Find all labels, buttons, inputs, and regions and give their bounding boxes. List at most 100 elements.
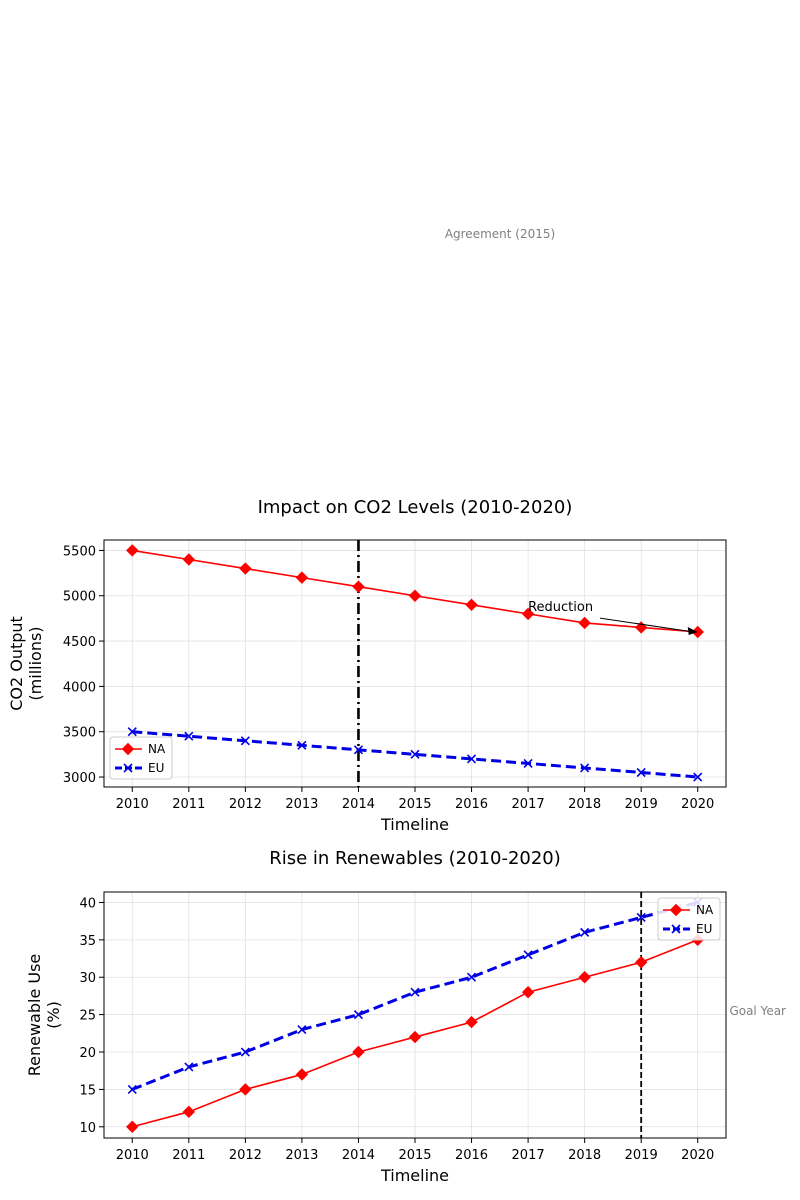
annotation-arrowhead <box>687 627 698 636</box>
plot-frame <box>103 539 727 788</box>
x-tick-label: 2014 <box>342 797 375 812</box>
goal-year-note: Goal Year <box>729 1004 786 1018</box>
y-tick-label: 25 <box>79 1009 96 1024</box>
x-tick-label: 2013 <box>285 797 318 812</box>
legend-marker <box>121 742 135 756</box>
data-point-eu <box>184 731 194 741</box>
x-tick-label: 2015 <box>398 797 431 812</box>
x-tick-label: 2010 <box>116 797 149 812</box>
y-tick-label: 30 <box>79 971 96 986</box>
agreement-note: Agreement (2015) <box>445 227 555 241</box>
data-point-na <box>521 607 535 621</box>
data-point-na <box>634 956 648 969</box>
x-tick-label: 2017 <box>512 1148 545 1163</box>
data-point-na <box>578 971 591 984</box>
x-tick-label: 2020 <box>681 797 714 812</box>
data-point-eu <box>353 745 364 755</box>
annotation-text: Reduction <box>528 600 593 615</box>
data-point-na <box>182 553 196 566</box>
data-point-na <box>239 562 252 575</box>
legend-label-eu: EU <box>148 761 164 775</box>
y-tick-label: 3000 <box>63 771 96 786</box>
x-tick-label: 2014 <box>342 1148 375 1163</box>
y-tick-label: 40 <box>79 896 96 911</box>
data-point-na <box>408 1030 422 1044</box>
data-point-eu <box>297 740 307 750</box>
y-axis-label-line: Renewable Use <box>25 954 44 1077</box>
y-tick-label: 35 <box>79 934 96 949</box>
x-axis-label: Timeline <box>380 1166 449 1185</box>
data-point-eu <box>693 772 703 782</box>
data-point-na <box>182 1105 196 1119</box>
x-tick-label: 2010 <box>116 1148 149 1163</box>
data-point-na <box>239 1083 252 1096</box>
y-tick-label: 3500 <box>63 726 96 741</box>
legend-marker <box>123 763 133 773</box>
data-point-eu <box>466 972 477 982</box>
x-tick-label: 2013 <box>285 1148 318 1163</box>
legend-label-na: NA <box>148 742 166 756</box>
x-tick-label: 2018 <box>568 797 601 812</box>
data-point-eu <box>410 749 420 759</box>
data-point-eu <box>580 927 590 937</box>
data-point-eu <box>297 1025 307 1035</box>
data-point-na <box>126 544 139 557</box>
y-axis-label: Renewable Use(%) <box>25 954 63 1077</box>
x-tick-label: 2011 <box>172 797 205 812</box>
data-point-eu <box>523 950 533 960</box>
data-point-na <box>521 985 535 999</box>
data-point-eu <box>523 758 533 768</box>
data-point-eu <box>636 912 646 922</box>
data-point-na <box>352 1045 365 1059</box>
x-tick-label: 2018 <box>568 1148 601 1163</box>
y-axis-label-line: (millions) <box>26 626 45 700</box>
legend-marker <box>669 903 683 917</box>
y-tick-label: 5500 <box>63 544 96 559</box>
legend-label-eu: EU <box>696 922 712 936</box>
x-tick-label: 2016 <box>455 797 488 812</box>
y-axis-label-line: (%) <box>44 1001 63 1029</box>
x-tick-label: 2017 <box>512 797 545 812</box>
y-tick-label: 4000 <box>63 680 96 695</box>
data-point-eu <box>240 736 250 746</box>
y-tick-label: 20 <box>79 1046 96 1061</box>
data-point-eu <box>353 1010 364 1020</box>
x-tick-label: 2019 <box>625 1148 658 1163</box>
series-line-eu <box>132 730 698 779</box>
x-tick-label: 2011 <box>172 1148 205 1163</box>
data-point-na <box>352 580 365 593</box>
legend-label-na: NA <box>696 903 714 917</box>
x-tick-label: 2015 <box>398 1148 431 1163</box>
data-point-eu <box>410 987 420 997</box>
y-tick-label: 4500 <box>63 635 96 650</box>
y-axis-label: CO2 Output(millions) <box>7 616 45 711</box>
data-point-na <box>295 1068 309 1081</box>
data-point-eu <box>127 1084 137 1094</box>
data-point-na <box>465 598 478 612</box>
chart-title: Rise in Renewables (2010-2020) <box>269 848 561 869</box>
data-point-na <box>295 571 309 584</box>
plot-frame <box>103 891 727 1139</box>
annotation-arrow <box>600 617 694 633</box>
x-tick-label: 2020 <box>681 1148 714 1163</box>
legend-marker <box>671 924 681 934</box>
data-point-eu <box>127 727 137 737</box>
data-point-eu <box>184 1062 194 1072</box>
y-tick-label: 10 <box>79 1121 96 1136</box>
data-point-eu <box>580 763 590 773</box>
x-tick-label: 2012 <box>229 1148 262 1163</box>
x-tick-label: 2019 <box>625 797 658 812</box>
data-point-na <box>408 589 422 602</box>
data-point-na <box>465 1015 478 1029</box>
data-point-na <box>126 1120 139 1133</box>
x-axis-label: Timeline <box>380 815 449 834</box>
chart-title: Impact on CO2 Levels (2010-2020) <box>258 497 573 518</box>
chart-1: 2010 2011 2012 2013 2014 2015 2016 2017 2018 2019… <box>7 497 727 834</box>
x-tick-label: 2016 <box>455 1148 488 1163</box>
data-point-eu <box>636 767 646 778</box>
data-point-eu <box>240 1047 250 1057</box>
y-tick-label: 15 <box>79 1083 96 1098</box>
chart-2: 2010 2011 2012 2013 2014 2015 2016 2017 2018 2019… <box>25 848 786 1185</box>
x-tick-label: 2012 <box>229 797 262 812</box>
